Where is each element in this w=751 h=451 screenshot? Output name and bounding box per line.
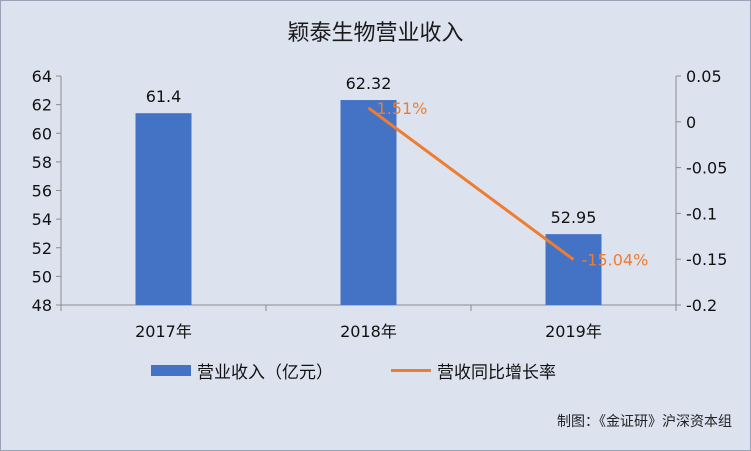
y-left-tick-label: 56 xyxy=(32,182,52,201)
y-left-tick-label: 60 xyxy=(32,124,52,143)
legend-label-revenue: 营业收入（亿元） xyxy=(197,363,333,383)
legend-swatch-growth xyxy=(391,369,431,372)
y-left-tick-label: 62 xyxy=(32,96,52,115)
bar-data-label: 52.95 xyxy=(551,208,597,227)
legend: 营业收入（亿元） 营收同比增长率 xyxy=(151,358,556,383)
bar-revenue xyxy=(340,100,397,305)
y-right-tick-label: 0.05 xyxy=(686,67,722,86)
chart-title: 颖泰生物营业收入 xyxy=(287,21,464,46)
line-data-label: 1.51% xyxy=(377,99,428,118)
bar-revenue xyxy=(135,113,192,306)
y-left-tick-label: 50 xyxy=(32,267,52,286)
line-growth-rate xyxy=(367,106,575,261)
legend-label-growth: 营收同比增长率 xyxy=(437,363,556,383)
y-right-tick-label: -0.15 xyxy=(686,250,727,269)
legend-swatch-revenue xyxy=(151,365,191,376)
y-left-tick-label: 64 xyxy=(32,67,52,86)
x-tick-label: 2017年 xyxy=(135,322,192,341)
y-right-tick-label: 0 xyxy=(686,113,696,132)
bar-data-label: 61.4 xyxy=(146,87,182,106)
y-left-tick-label: 58 xyxy=(32,153,52,172)
y-right-tick-label: -0.05 xyxy=(686,159,727,178)
y-right-tick-label: -0.2 xyxy=(686,296,717,315)
y-left-tick-label: 48 xyxy=(32,296,52,315)
y-right-tick-label: -0.1 xyxy=(686,204,717,223)
y-left-tick-label: 52 xyxy=(32,239,52,258)
y-left-tick-label: 54 xyxy=(32,210,52,229)
bar-data-label: 62.32 xyxy=(346,74,392,93)
line-data-label: -15.04% xyxy=(582,251,649,270)
footnote: 制图：《金证研》沪深资本组 xyxy=(557,414,732,430)
x-tick-label: 2018年 xyxy=(340,322,397,341)
x-tick-label: 2019年 xyxy=(545,322,602,341)
